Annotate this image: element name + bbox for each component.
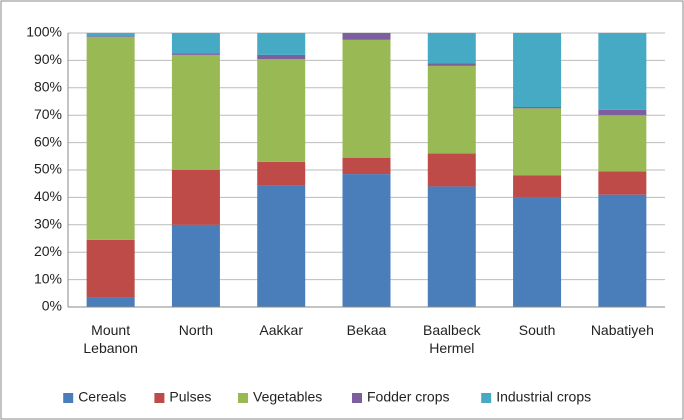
x-tick-label: Bekaa bbox=[346, 322, 387, 338]
bar-segment bbox=[171, 53, 220, 55]
y-tick-label: 90% bbox=[34, 51, 62, 67]
bar-segment bbox=[513, 175, 562, 198]
y-tick-label: 10% bbox=[34, 270, 62, 286]
x-tick-label: South bbox=[518, 322, 556, 338]
bar-segment bbox=[257, 54, 306, 60]
bar-segment bbox=[86, 36, 135, 38]
bar-segment bbox=[598, 109, 647, 116]
y-tick-label: 80% bbox=[34, 79, 62, 95]
bar-segment bbox=[342, 33, 391, 40]
bar-segment bbox=[257, 33, 306, 55]
legend-swatch bbox=[63, 393, 74, 403]
y-tick-label: 20% bbox=[34, 243, 62, 259]
x-tick-label: Baalbeck Hermel bbox=[422, 322, 481, 356]
y-tick-label: 40% bbox=[34, 188, 62, 204]
legend-label: Vegetables bbox=[253, 389, 322, 405]
legend-label: Industrial crops bbox=[496, 389, 591, 405]
bar-segment bbox=[342, 39, 391, 158]
bar-segment bbox=[257, 161, 306, 186]
bar-segment bbox=[427, 65, 476, 154]
legend-swatch bbox=[238, 393, 248, 403]
bar-segment bbox=[513, 106, 562, 109]
bar-segment bbox=[86, 37, 135, 240]
bar-segment bbox=[86, 297, 135, 307]
y-tick-label: 50% bbox=[34, 161, 62, 177]
bar-segment bbox=[598, 171, 647, 195]
legend-swatch bbox=[154, 393, 165, 403]
y-tick-label: 70% bbox=[34, 106, 62, 122]
legend-swatch bbox=[481, 393, 492, 403]
bar-segment bbox=[86, 33, 135, 37]
legend-label: Cereals bbox=[78, 389, 126, 405]
bar-segment bbox=[427, 153, 476, 187]
bar-segment bbox=[257, 59, 306, 162]
bar-segment bbox=[513, 197, 562, 307]
legend-label: Pulses bbox=[169, 389, 211, 405]
bar-segment bbox=[513, 108, 562, 176]
bar-segment bbox=[598, 194, 647, 307]
x-tick-label: North bbox=[178, 322, 214, 338]
legend-label: Fodder crops bbox=[367, 389, 449, 405]
x-tick-label: Nabatiyeh bbox=[590, 322, 654, 338]
y-tick-label: 0% bbox=[42, 298, 62, 314]
bar-segment bbox=[427, 186, 476, 307]
bar-segment bbox=[86, 239, 135, 298]
bar-segment bbox=[171, 54, 220, 170]
bar-segment bbox=[171, 33, 220, 54]
bar-segment bbox=[171, 224, 220, 307]
y-tick-label: 30% bbox=[34, 216, 62, 232]
legend-swatch bbox=[352, 393, 362, 403]
y-tick-label: 100% bbox=[26, 24, 62, 40]
x-tick-label: Mount Lebanon bbox=[83, 322, 138, 356]
bar-segment bbox=[342, 174, 391, 307]
bar-segment bbox=[513, 33, 562, 107]
bar-segment bbox=[598, 33, 647, 110]
bar-segment bbox=[427, 63, 476, 66]
bar-segment bbox=[342, 157, 391, 175]
y-tick-label: 60% bbox=[34, 133, 62, 149]
x-tick-label: Aakkar bbox=[259, 322, 303, 338]
bar-segment bbox=[427, 33, 476, 64]
bar-segment bbox=[598, 115, 647, 172]
bar-segment bbox=[171, 170, 220, 225]
bar-segment bbox=[257, 185, 306, 307]
